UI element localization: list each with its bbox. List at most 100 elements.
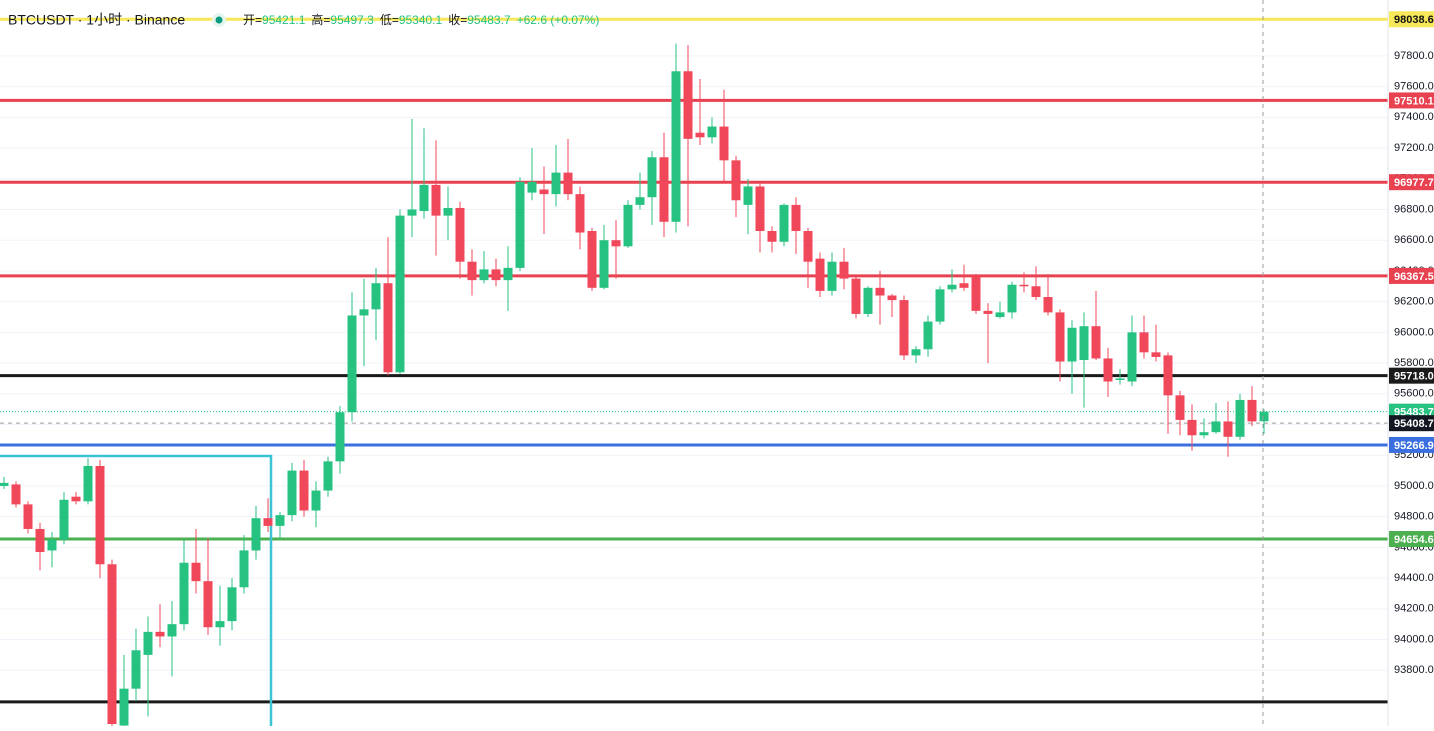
candle-body [335, 412, 345, 462]
level-label: 95718.0 [1394, 371, 1434, 383]
candle-body [359, 309, 369, 316]
legend-value: 95340.1 [399, 13, 443, 27]
candle-body [1067, 327, 1077, 362]
axis-labels: 93800.094000.094200.094400.094600.094800… [1394, 50, 1434, 676]
candle-body [1211, 421, 1221, 433]
legend-change: +62.6 (+0.07%) [517, 13, 600, 27]
candle-body [119, 688, 129, 726]
candle-body [1139, 332, 1149, 353]
candle-body [1115, 378, 1125, 380]
candle-body [287, 470, 297, 516]
crosshair-label-bg [1389, 415, 1434, 432]
candle-body [179, 562, 189, 625]
candle-body [1043, 297, 1053, 313]
rectangle-drawing [0, 454, 273, 731]
symbol: BTCUSDT · 1小时 · Binance [8, 12, 185, 28]
candle-body [911, 349, 921, 356]
candle-body [875, 287, 885, 296]
candle-body [11, 484, 21, 505]
candle-body [479, 269, 489, 281]
candle-body [851, 278, 861, 314]
candle-body [431, 184, 441, 216]
candle-body [263, 518, 273, 526]
candle-body [755, 186, 765, 231]
candle-body [959, 283, 969, 288]
candle-body [815, 258, 825, 291]
candle-body [227, 587, 237, 622]
candle-body [1199, 432, 1209, 436]
candle-body [995, 312, 1005, 318]
levels [0, 17, 1388, 704]
candle-body [395, 215, 405, 373]
candle-body [887, 295, 897, 301]
candle-body [1055, 312, 1065, 362]
candle-body [695, 132, 705, 138]
candle-body [719, 126, 729, 161]
candle-body [587, 230, 597, 288]
candle-body [683, 71, 693, 139]
level-label: 97510.1 [1394, 95, 1434, 107]
price-tags: 98038.6 97510.1 96977.7 96367.5 95718.0 95266… [1389, 11, 1434, 547]
candle-body [323, 461, 333, 491]
candle-body [1175, 395, 1185, 420]
candle-body [1103, 358, 1113, 382]
header: BTCUSDT · 1小时 · Binance 开= 95421.1 高= 95497… [8, 12, 599, 28]
candle-body [1187, 419, 1197, 436]
legend-label: 开= [243, 13, 262, 27]
candle-body [1151, 352, 1161, 357]
candle-body [143, 631, 153, 655]
level-label: 95266.9 [1394, 440, 1434, 452]
candle-body [35, 528, 45, 552]
y-tick-label: 96600.0 [1394, 234, 1434, 246]
candle-body [743, 186, 753, 205]
candle-body [827, 261, 837, 291]
candle-body [95, 465, 105, 565]
candle-body [251, 518, 261, 551]
candle-body [863, 287, 873, 314]
candle-body [527, 181, 537, 193]
candle-body [659, 157, 669, 222]
legend-label: 收= [448, 13, 467, 27]
y-tick-label: 96000.0 [1394, 326, 1434, 338]
candle-body [407, 209, 417, 216]
status-dot [215, 16, 223, 24]
candle-body [539, 189, 549, 195]
candle-body [491, 269, 501, 281]
candle-body [131, 650, 141, 689]
level-label-bg [1389, 530, 1434, 547]
y-tick-label: 97200.0 [1394, 142, 1434, 154]
level-label-bg [1389, 92, 1434, 109]
candle-body [791, 204, 801, 231]
level-label-bg [1389, 174, 1434, 191]
level-label: 96367.5 [1394, 271, 1434, 283]
candle-body [1247, 399, 1257, 422]
candle-body [779, 204, 789, 242]
candle-body [1223, 421, 1233, 437]
candle-body [599, 240, 609, 288]
legend-value: 95421.1 [262, 13, 306, 27]
candle-body [551, 172, 561, 195]
candle-body [191, 562, 201, 582]
candle-body [275, 515, 285, 526]
candle-body [0, 482, 9, 486]
y-tick-label: 94400.0 [1394, 572, 1434, 584]
ohlc-legend: 开= 95421.1 高= 95497.3 低= 95340.1 收= 95483.7 +62.… [243, 12, 599, 27]
candle-body [1235, 399, 1245, 437]
level-label-bg [1389, 11, 1434, 28]
candle-body [647, 157, 657, 198]
candle-body [1259, 411, 1269, 422]
y-tick-label: 96800.0 [1394, 203, 1434, 215]
legend-value: 95483.7 [467, 13, 511, 27]
y-tick-label: 97400.0 [1394, 111, 1434, 123]
candle-body [83, 465, 93, 502]
price-axis [1388, 0, 1434, 726]
level-label: 94654.6 [1394, 534, 1434, 546]
candle-body [107, 564, 117, 725]
candle-body [1127, 332, 1137, 382]
legend-label: 低= [380, 13, 399, 27]
candle-body [1007, 284, 1017, 313]
candle-body [347, 315, 357, 413]
crosshair-label: 95408.7 [1394, 418, 1434, 430]
candle-body [311, 490, 321, 511]
